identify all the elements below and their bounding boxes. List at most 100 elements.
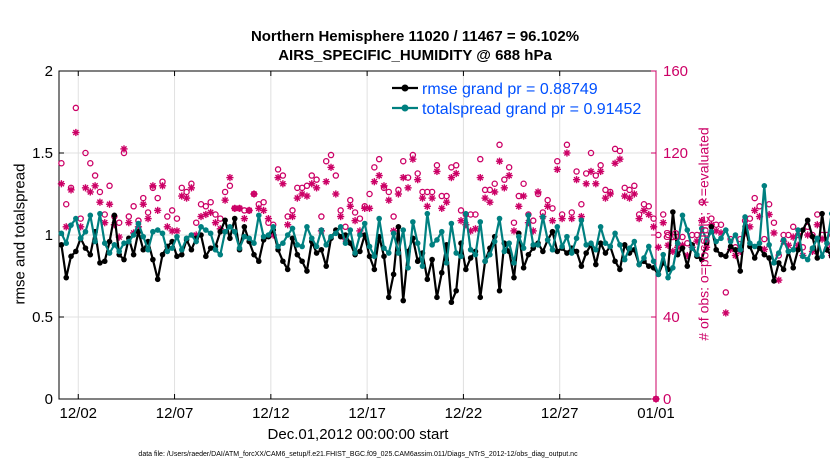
obs-evaluated-marker bbox=[442, 198, 451, 206]
totalspread-marker bbox=[626, 245, 633, 251]
obs-evaluated-marker bbox=[659, 219, 667, 227]
totalspread-marker bbox=[501, 248, 508, 255]
totalspread-marker bbox=[660, 251, 667, 258]
totalspread-marker bbox=[68, 222, 74, 228]
totalspread-marker bbox=[824, 240, 830, 246]
asterisk-stroke bbox=[583, 180, 590, 187]
asterisk-stroke bbox=[592, 180, 599, 187]
rmse-marker bbox=[400, 297, 407, 304]
totalspread-marker bbox=[747, 240, 753, 246]
asterisk-stroke bbox=[400, 174, 407, 181]
totalspread-marker bbox=[92, 238, 98, 245]
obs-possible-marker bbox=[452, 162, 460, 169]
obs-possible-marker bbox=[631, 182, 638, 190]
rmse-marker bbox=[467, 255, 474, 261]
totalspread-marker bbox=[785, 248, 792, 255]
obs-possible-marker bbox=[414, 170, 421, 177]
obs-possible-marker bbox=[82, 149, 89, 157]
obs-evaluated-marker bbox=[476, 174, 484, 182]
rmse-marker bbox=[756, 245, 763, 251]
totalspread-marker bbox=[400, 227, 407, 233]
asterisk-stroke bbox=[294, 195, 301, 202]
obs-evaluated-marker bbox=[409, 155, 417, 163]
rmse-marker bbox=[68, 253, 74, 260]
obs-evaluated-marker bbox=[486, 198, 494, 206]
obs-evaluated-marker bbox=[288, 212, 297, 221]
obs-evaluated-marker bbox=[520, 192, 528, 200]
y-tick-label-right: 80 bbox=[663, 227, 680, 244]
rmse-marker bbox=[448, 299, 455, 306]
asterisk-stroke bbox=[265, 215, 272, 222]
obs-evaluated-marker bbox=[264, 215, 273, 223]
rmse-marker bbox=[174, 253, 180, 260]
obs-evaluated-marker bbox=[365, 204, 374, 212]
rmse-marker bbox=[313, 250, 320, 256]
rmse-marker bbox=[140, 246, 147, 253]
totalspread-marker bbox=[515, 233, 522, 240]
asterisk-stroke bbox=[491, 188, 498, 195]
asterisk-stroke bbox=[607, 190, 614, 198]
rmse-marker bbox=[222, 217, 228, 224]
rmse-marker bbox=[708, 224, 715, 230]
asterisk-stroke bbox=[751, 207, 758, 214]
totalspread-marker bbox=[506, 240, 512, 246]
obs-possible-marker bbox=[761, 235, 768, 243]
asterisk-stroke bbox=[125, 219, 132, 226]
totalspread-marker bbox=[251, 240, 257, 246]
obs-evaluated-marker bbox=[597, 167, 605, 176]
obs-possible-marker bbox=[573, 168, 580, 175]
asterisk-stroke bbox=[650, 223, 657, 230]
rmse-marker bbox=[477, 294, 484, 301]
totalspread-marker bbox=[795, 227, 801, 233]
totalspread-marker bbox=[751, 243, 758, 250]
obs-evaluated-marker bbox=[813, 221, 821, 229]
obs-evaluated-marker bbox=[62, 223, 70, 231]
asterisk-stroke bbox=[804, 231, 811, 239]
asterisk-stroke bbox=[308, 180, 315, 187]
rmse-marker bbox=[357, 248, 363, 255]
totalspread-marker bbox=[438, 228, 445, 235]
rmse-marker bbox=[520, 265, 527, 271]
totalspread-marker bbox=[713, 238, 719, 245]
obs-evaluated-marker bbox=[572, 176, 581, 184]
rmse-marker bbox=[809, 233, 816, 240]
rmse-marker bbox=[231, 215, 238, 222]
obs-evaluated-marker bbox=[548, 217, 557, 225]
obs-evaluated-marker bbox=[154, 206, 162, 214]
totalspread-marker bbox=[491, 238, 498, 245]
obs-evaluated-marker bbox=[563, 149, 571, 157]
totalspread-marker bbox=[126, 238, 132, 245]
asterisk-stroke bbox=[120, 145, 128, 152]
obs-evaluated-marker bbox=[452, 169, 460, 178]
obs-evaluated-marker bbox=[414, 176, 422, 184]
totalspread-marker bbox=[742, 214, 748, 220]
rmse-marker bbox=[564, 250, 570, 256]
totalspread-marker bbox=[655, 271, 662, 278]
obs-evaluated-marker bbox=[722, 309, 730, 317]
obs-evaluated-marker bbox=[86, 188, 94, 196]
legend-rmse-marker bbox=[401, 84, 409, 92]
asterisk-stroke bbox=[790, 234, 797, 241]
obs-evaluated-marker bbox=[423, 202, 431, 210]
asterisk-stroke bbox=[814, 221, 821, 228]
obs-possible-marker bbox=[217, 215, 224, 222]
y-tick-label-right: 160 bbox=[663, 63, 688, 80]
totalspread-marker bbox=[674, 240, 681, 246]
obs-possible-marker bbox=[496, 141, 503, 149]
totalspread-marker bbox=[97, 210, 103, 217]
asterisk-stroke bbox=[361, 205, 368, 212]
totalspread-marker bbox=[429, 242, 435, 248]
totalspread-marker bbox=[58, 230, 65, 237]
asterisk-stroke bbox=[284, 221, 291, 228]
asterisk-stroke bbox=[145, 215, 152, 222]
asterisk-stroke bbox=[424, 203, 431, 210]
obs-possible-marker bbox=[698, 198, 705, 206]
y-tick-label-left: 1 bbox=[45, 227, 53, 244]
asterisk-stroke bbox=[140, 201, 147, 208]
obs-possible-marker bbox=[260, 198, 267, 206]
asterisk-stroke bbox=[395, 190, 402, 198]
rmse-marker bbox=[395, 224, 402, 230]
obs-evaluated-marker bbox=[245, 206, 253, 214]
totalspread-marker bbox=[135, 220, 142, 227]
